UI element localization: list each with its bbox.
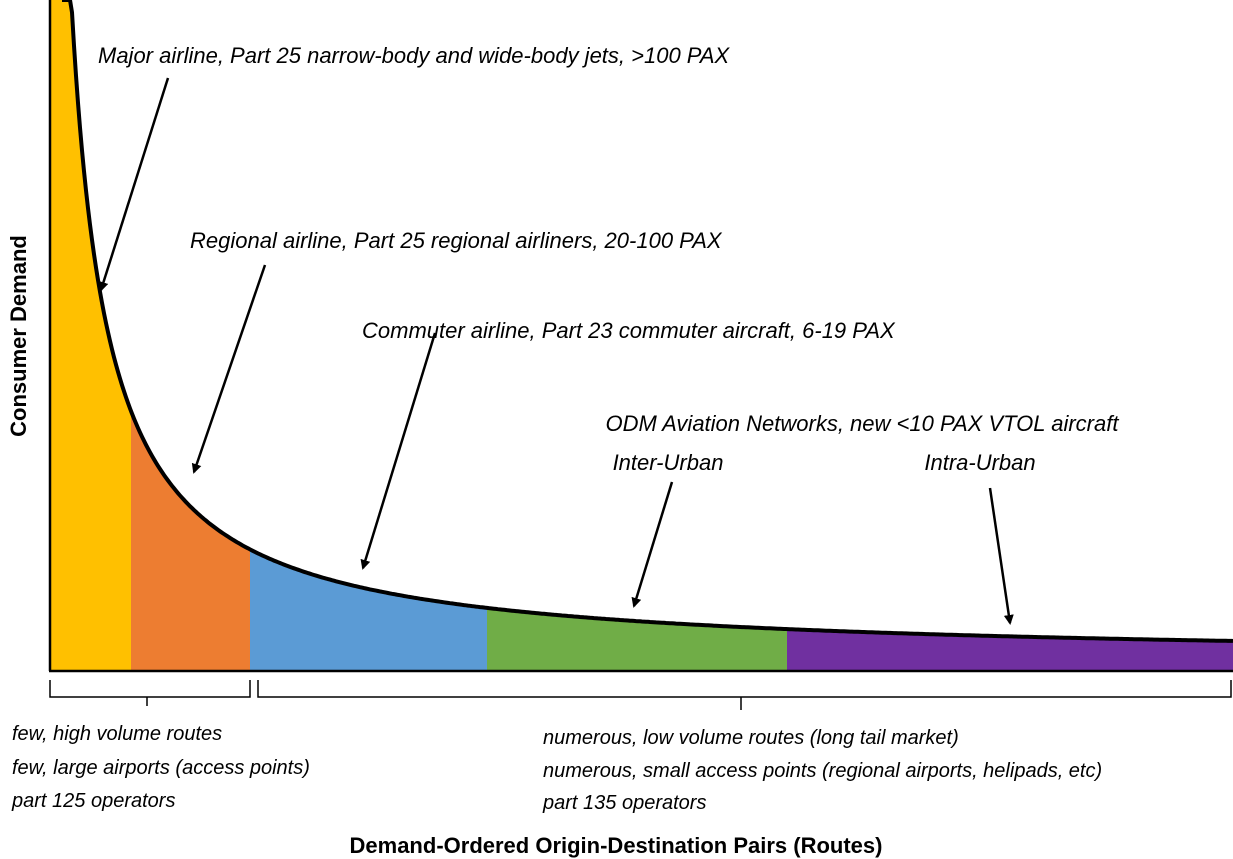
annotation: Regional airline, Part 25 regional airli… [190, 228, 723, 253]
annotation: Intra-Urban [924, 450, 1035, 475]
bracket [49, 680, 251, 706]
arrow [360, 332, 437, 570]
regions [50, 0, 1233, 671]
segment [131, 411, 250, 671]
y-axis-title: Consumer Demand [6, 235, 31, 437]
note: part 135 operators [542, 792, 706, 814]
note: numerous, low volume routes (long tail m… [543, 727, 959, 749]
annotation: Commuter airline, Part 23 commuter aircr… [362, 318, 896, 343]
note: part 125 operators [11, 790, 175, 812]
segment [50, 0, 131, 671]
segment [250, 549, 487, 671]
demand-curve [62, 0, 1233, 643]
bracket [257, 680, 1232, 710]
arrow [191, 264, 267, 474]
annotation: Inter-Urban [613, 450, 724, 475]
arrow [988, 487, 1014, 625]
annotation: Major airline, Part 25 narrow-body and w… [98, 43, 731, 68]
note: numerous, small access points (regional … [543, 760, 1102, 782]
note: few, high volume routes [12, 723, 222, 745]
segment [487, 607, 787, 671]
x-axis-title: Demand-Ordered Origin-Destination Pairs … [350, 833, 883, 858]
arrow [631, 481, 674, 608]
arrow [98, 77, 170, 292]
note: few, large airports (access points) [12, 757, 310, 779]
annotation: ODM Aviation Networks, new <10 PAX VTOL … [606, 411, 1120, 436]
